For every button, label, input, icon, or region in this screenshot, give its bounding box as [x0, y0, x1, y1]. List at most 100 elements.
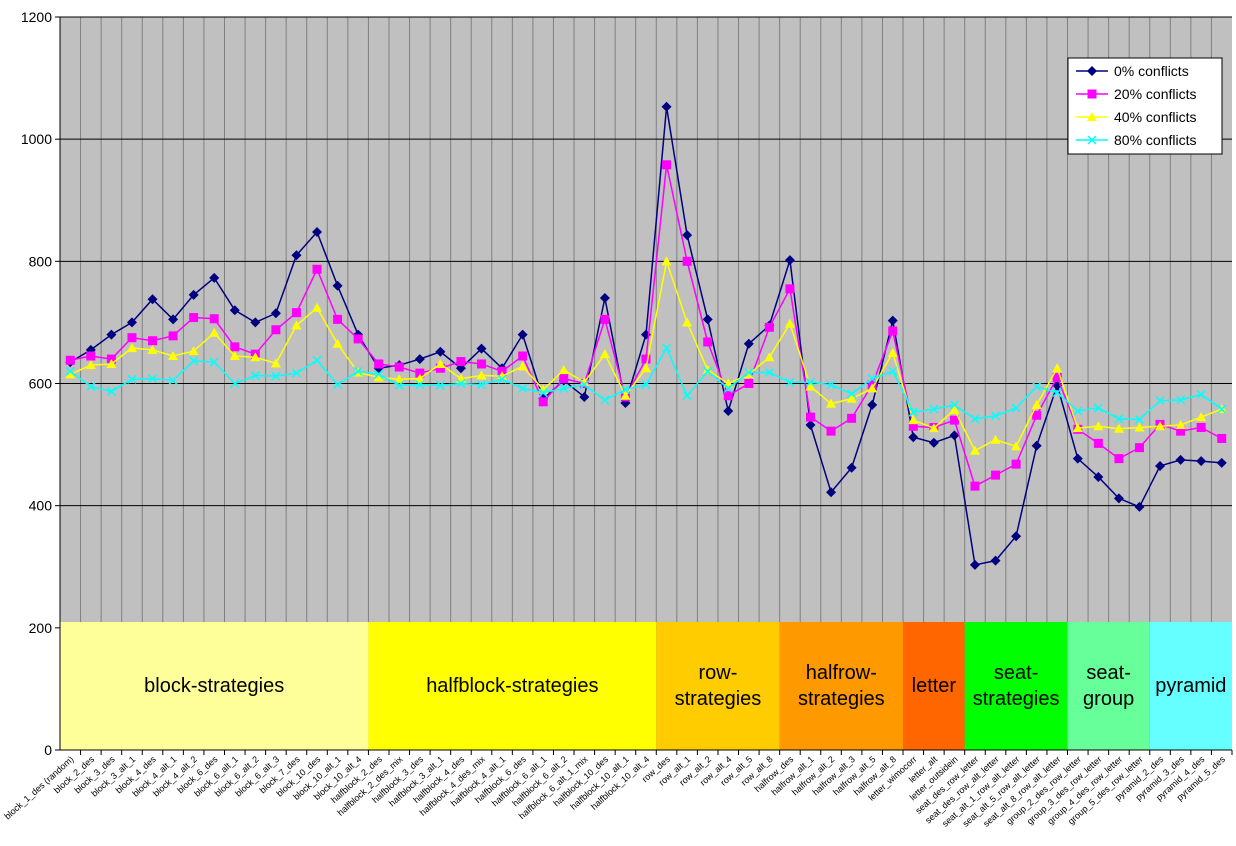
data-marker — [373, 372, 384, 382]
data-marker — [127, 374, 137, 384]
data-marker — [106, 358, 117, 368]
data-marker — [517, 361, 528, 371]
data-marker — [168, 351, 179, 361]
data-marker — [949, 415, 959, 425]
y-tick-label: 0 — [44, 742, 52, 758]
data-marker — [497, 371, 508, 381]
legend-marker — [1087, 66, 1097, 76]
data-marker — [1011, 441, 1022, 451]
data-marker — [1052, 372, 1062, 382]
data-marker — [1073, 406, 1083, 416]
region-label: block-strategies — [144, 675, 284, 697]
data-marker — [394, 374, 405, 384]
data-marker — [1217, 404, 1227, 414]
data-marker — [538, 397, 548, 407]
data-marker — [743, 338, 754, 349]
data-marker — [106, 386, 116, 396]
data-marker — [579, 380, 589, 390]
data-marker — [189, 356, 199, 366]
region-label: seat- — [1086, 662, 1130, 684]
data-marker — [209, 357, 219, 367]
data-marker — [826, 380, 836, 390]
data-marker — [785, 377, 795, 387]
data-marker — [1032, 410, 1042, 420]
data-marker — [929, 404, 939, 414]
data-marker — [599, 292, 610, 303]
data-marker — [826, 426, 836, 436]
data-marker — [497, 374, 507, 384]
data-marker — [414, 373, 425, 383]
region-label: row- — [699, 662, 738, 684]
data-marker — [600, 395, 610, 405]
region-box — [779, 622, 904, 750]
data-marker — [476, 380, 487, 390]
data-marker — [538, 388, 548, 398]
data-marker — [600, 314, 610, 324]
data-marker — [209, 272, 220, 283]
data-marker — [887, 315, 898, 326]
data-marker — [1134, 501, 1145, 512]
y-tick-label: 800 — [29, 253, 53, 269]
data-marker — [559, 374, 569, 384]
region-label: pyramid — [1155, 675, 1226, 697]
data-marker — [333, 380, 343, 390]
data-marker — [641, 380, 651, 390]
data-marker — [312, 227, 323, 238]
data-marker — [291, 320, 302, 330]
data-marker — [1196, 456, 1207, 467]
data-marker — [846, 393, 857, 403]
data-marker — [723, 405, 734, 416]
data-marker — [1216, 457, 1227, 468]
data-marker — [579, 377, 590, 387]
data-marker — [1134, 443, 1144, 453]
data-marker — [702, 365, 713, 375]
data-marker — [168, 331, 178, 341]
region-label: halfrow- — [806, 662, 877, 684]
data-marker — [250, 317, 261, 328]
data-marker — [456, 357, 466, 367]
data-marker — [867, 383, 878, 393]
data-marker — [270, 308, 281, 319]
data-marker — [703, 337, 713, 347]
data-marker — [126, 343, 137, 353]
data-marker — [250, 371, 260, 381]
data-marker — [928, 423, 939, 433]
data-marker — [229, 305, 240, 316]
region-box — [1067, 622, 1150, 750]
region-label: seat- — [994, 662, 1038, 684]
region-box — [903, 622, 965, 750]
data-marker — [168, 314, 179, 325]
region-box — [1149, 622, 1232, 750]
data-marker — [312, 264, 322, 274]
data-marker — [991, 411, 1001, 421]
data-marker — [230, 378, 240, 389]
data-marker — [456, 378, 466, 389]
data-marker — [270, 358, 281, 368]
data-marker — [949, 400, 959, 410]
data-marker — [867, 399, 878, 410]
data-marker — [867, 374, 877, 384]
data-marker — [991, 470, 1001, 480]
data-marker — [1114, 414, 1124, 424]
data-marker — [723, 391, 733, 401]
data-marker — [682, 256, 692, 266]
legend-label: 0% conflicts — [1114, 63, 1189, 79]
data-marker — [970, 481, 980, 491]
data-marker — [435, 363, 445, 373]
data-marker — [846, 462, 857, 473]
data-marker — [1155, 396, 1165, 406]
data-marker — [1175, 454, 1186, 465]
data-marker — [1155, 421, 1166, 431]
data-marker — [1155, 460, 1166, 471]
data-marker — [435, 346, 446, 357]
data-marker — [703, 366, 713, 376]
data-marker — [970, 414, 980, 424]
data-marker — [888, 326, 898, 336]
data-marker — [271, 371, 281, 381]
legend-marker — [1087, 89, 1097, 99]
data-marker — [723, 383, 733, 393]
data-marker — [1072, 423, 1083, 433]
data-marker — [106, 329, 117, 340]
